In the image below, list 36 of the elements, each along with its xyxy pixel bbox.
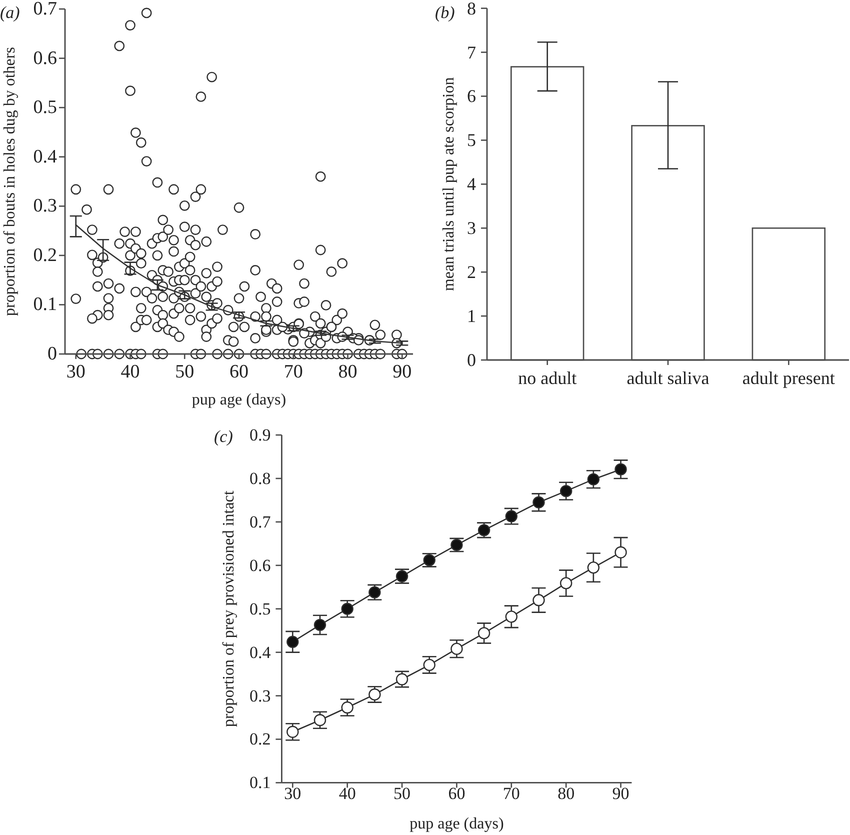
x-tick-label: 70 (502, 784, 520, 804)
y-tick-label: 4 (467, 174, 476, 194)
y-tick-label: 0.6 (249, 556, 271, 575)
y-tick-label: 1 (467, 306, 476, 326)
y-tick-label: 8 (467, 0, 476, 18)
y-tick-label: 0.9 (249, 426, 271, 444)
y-tick-label: 0 (467, 350, 476, 370)
x-tick-label: adult saliva (626, 368, 710, 388)
x-tick-label: 30 (284, 784, 302, 804)
x-tick-label: 90 (612, 784, 630, 804)
y-tick-label: 6 (467, 86, 476, 106)
x-tick-label: 70 (284, 362, 303, 382)
y-tick-label: 0.4 (249, 642, 272, 662)
x-tick-label: 80 (558, 784, 575, 804)
y-tick-label: 3 (467, 218, 476, 238)
y-tick-label: 2 (467, 262, 476, 282)
y-tick-label: 0.8 (249, 468, 271, 488)
y-tick-label: 0.7 (249, 512, 272, 532)
y-tick-label: 5 (467, 130, 476, 150)
y-tick-label: 7 (467, 42, 476, 62)
chart-title: (b) (435, 3, 456, 22)
x-tick-label: adult present (742, 368, 835, 388)
x-axis-title: pup age (days) (410, 816, 504, 832)
x-tick-label: 90 (392, 362, 412, 382)
y-tick-label: 0.1 (249, 773, 271, 792)
x-tick-label: 40 (338, 784, 356, 804)
x-tick-label: 60 (448, 784, 466, 804)
x-tick-label: no adult (518, 368, 577, 388)
y-axis-title: proportion of prey provisioned intact (220, 490, 238, 728)
x-tick-label: 50 (394, 784, 411, 804)
y-tick-label: 0.3 (249, 686, 271, 706)
y-tick-label: 0.2 (249, 730, 271, 749)
x-tick-label: 80 (338, 362, 358, 382)
chart-title: (c) (214, 427, 234, 446)
y-axis-title: mean trials until pup ate scorpion (440, 77, 458, 292)
y-tick-label: 0.5 (249, 599, 271, 618)
